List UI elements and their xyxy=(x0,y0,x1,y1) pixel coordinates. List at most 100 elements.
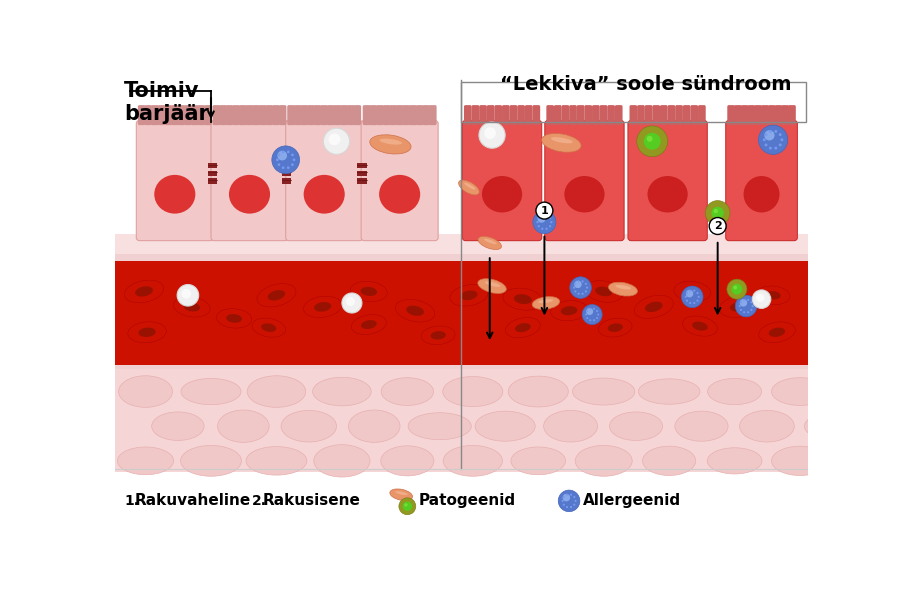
Circle shape xyxy=(536,221,538,223)
Ellipse shape xyxy=(312,377,371,406)
Circle shape xyxy=(537,217,540,219)
Ellipse shape xyxy=(564,176,605,212)
Ellipse shape xyxy=(128,322,166,343)
Ellipse shape xyxy=(561,306,577,315)
Bar xyxy=(115,254,808,265)
FancyBboxPatch shape xyxy=(494,105,502,125)
Ellipse shape xyxy=(766,291,780,299)
Text: Allergeenid: Allergeenid xyxy=(583,493,681,508)
Circle shape xyxy=(182,289,191,299)
FancyBboxPatch shape xyxy=(608,105,615,125)
Circle shape xyxy=(570,494,572,496)
Circle shape xyxy=(686,299,688,302)
FancyBboxPatch shape xyxy=(615,105,623,125)
FancyBboxPatch shape xyxy=(184,105,192,125)
Bar xyxy=(115,358,808,369)
FancyBboxPatch shape xyxy=(138,105,146,125)
Circle shape xyxy=(585,314,587,316)
Ellipse shape xyxy=(608,282,637,296)
Circle shape xyxy=(686,292,688,294)
Ellipse shape xyxy=(478,236,501,250)
Bar xyxy=(357,178,366,184)
FancyBboxPatch shape xyxy=(287,105,295,125)
Circle shape xyxy=(693,290,696,292)
Circle shape xyxy=(404,503,408,506)
Ellipse shape xyxy=(226,314,242,323)
Ellipse shape xyxy=(544,410,598,442)
Circle shape xyxy=(402,502,412,511)
Ellipse shape xyxy=(645,302,662,312)
Circle shape xyxy=(685,296,687,298)
Ellipse shape xyxy=(256,284,296,307)
FancyBboxPatch shape xyxy=(416,105,423,125)
Circle shape xyxy=(581,293,584,295)
FancyBboxPatch shape xyxy=(577,105,584,125)
Circle shape xyxy=(323,128,349,154)
Circle shape xyxy=(566,494,568,496)
FancyBboxPatch shape xyxy=(584,105,592,125)
Circle shape xyxy=(277,163,280,166)
Ellipse shape xyxy=(634,295,673,319)
Ellipse shape xyxy=(675,411,728,441)
FancyBboxPatch shape xyxy=(599,105,608,125)
Circle shape xyxy=(756,293,764,302)
FancyBboxPatch shape xyxy=(683,105,690,125)
FancyBboxPatch shape xyxy=(487,105,494,125)
Circle shape xyxy=(585,283,587,285)
Circle shape xyxy=(277,151,287,160)
Ellipse shape xyxy=(181,445,241,476)
Ellipse shape xyxy=(281,410,337,442)
FancyBboxPatch shape xyxy=(177,105,185,125)
Text: 1.: 1. xyxy=(124,494,139,508)
Text: Toimiv
barjäär: Toimiv barjäär xyxy=(124,81,209,124)
Text: 2: 2 xyxy=(714,221,722,231)
FancyBboxPatch shape xyxy=(592,105,599,125)
Bar xyxy=(283,163,292,169)
Ellipse shape xyxy=(743,176,779,212)
FancyBboxPatch shape xyxy=(472,105,480,125)
Ellipse shape xyxy=(478,278,507,293)
Circle shape xyxy=(537,225,540,227)
Circle shape xyxy=(698,296,700,298)
Ellipse shape xyxy=(756,286,790,305)
FancyBboxPatch shape xyxy=(698,105,706,125)
Ellipse shape xyxy=(730,302,747,311)
Ellipse shape xyxy=(361,320,377,329)
Circle shape xyxy=(769,130,772,133)
Circle shape xyxy=(277,154,280,156)
Ellipse shape xyxy=(598,318,632,337)
Ellipse shape xyxy=(475,411,536,441)
Circle shape xyxy=(282,166,284,169)
FancyBboxPatch shape xyxy=(775,105,782,125)
Circle shape xyxy=(709,218,726,235)
FancyBboxPatch shape xyxy=(509,105,518,125)
Ellipse shape xyxy=(585,281,623,302)
FancyBboxPatch shape xyxy=(369,105,377,125)
Ellipse shape xyxy=(459,180,480,195)
Ellipse shape xyxy=(379,175,420,214)
FancyBboxPatch shape xyxy=(197,105,205,125)
Bar xyxy=(208,163,217,169)
Circle shape xyxy=(562,494,570,502)
FancyBboxPatch shape xyxy=(788,105,796,125)
Ellipse shape xyxy=(608,323,623,332)
Ellipse shape xyxy=(303,296,342,317)
Circle shape xyxy=(593,319,595,321)
FancyBboxPatch shape xyxy=(239,105,247,125)
Circle shape xyxy=(586,308,593,315)
FancyBboxPatch shape xyxy=(151,105,158,125)
Circle shape xyxy=(751,309,752,311)
FancyBboxPatch shape xyxy=(725,121,797,241)
FancyBboxPatch shape xyxy=(279,105,286,125)
FancyBboxPatch shape xyxy=(361,121,438,241)
Circle shape xyxy=(558,490,580,512)
Circle shape xyxy=(562,496,565,498)
FancyBboxPatch shape xyxy=(220,105,227,125)
Bar xyxy=(208,178,217,184)
FancyBboxPatch shape xyxy=(502,105,509,125)
Text: “Lekkiva” soole sündroom: “Lekkiva” soole sündroom xyxy=(500,75,792,94)
Circle shape xyxy=(562,500,563,502)
FancyBboxPatch shape xyxy=(354,105,361,125)
Circle shape xyxy=(735,295,757,317)
Circle shape xyxy=(693,302,696,304)
